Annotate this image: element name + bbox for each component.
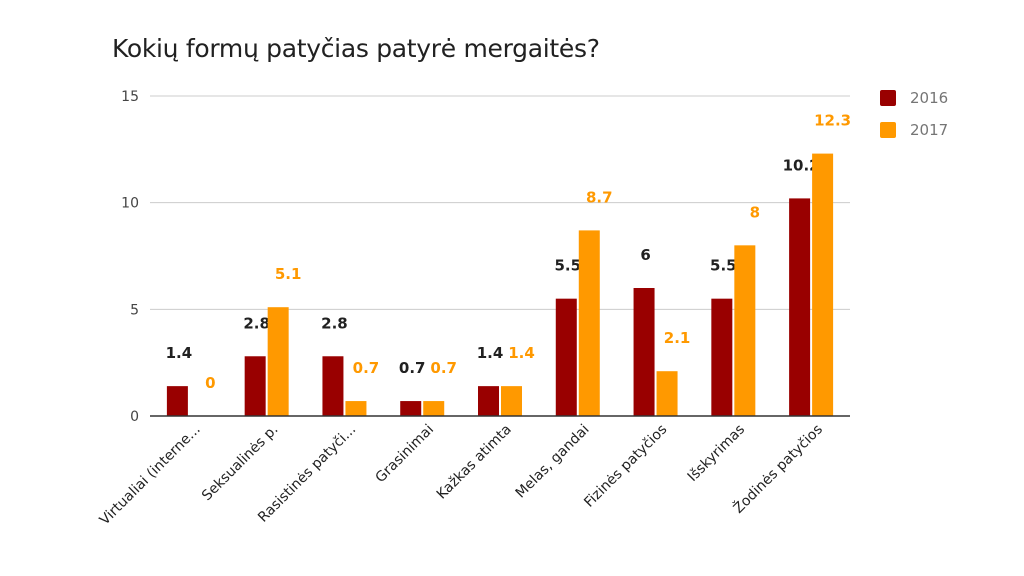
bar-2016 (478, 386, 499, 416)
bar-2017 (423, 401, 445, 416)
data-label-2017: 0 (205, 374, 215, 392)
data-label-2017: 2.1 (664, 329, 691, 347)
data-label-2017: 1.4 (508, 344, 535, 362)
x-tick-label: Išskyrimas (685, 422, 748, 485)
data-label-2016: 1.4 (477, 344, 504, 362)
bar-2016 (400, 401, 422, 416)
data-label-2017: 0.7 (430, 359, 457, 377)
bar-2016 (633, 288, 655, 416)
bar-2017 (578, 230, 600, 416)
data-label-2016: 6 (640, 246, 650, 264)
data-label-2016: 1.4 (166, 344, 193, 362)
data-label-2017: 12.3 (814, 112, 851, 130)
y-tick-label: 10 (121, 196, 139, 212)
bar-2017 (734, 245, 756, 416)
x-tick-label: Kažkas atimta (434, 422, 515, 503)
data-label-2016: 10.2 (783, 156, 820, 174)
data-label-2016: 5.5 (710, 257, 737, 275)
bar-2017 (812, 153, 834, 416)
data-label-2017: 5.1 (275, 265, 302, 283)
bar-2016 (789, 198, 811, 416)
legend-item-2016: 2016 (880, 86, 948, 110)
data-label-2016: 5.5 (554, 257, 581, 275)
bar-2016 (322, 356, 344, 416)
legend-swatch (880, 122, 896, 138)
legend-label: 2017 (910, 121, 949, 139)
legend-label: 2016 (910, 89, 949, 107)
data-label-2017: 8 (750, 203, 760, 221)
bar-2016 (166, 386, 188, 416)
chart-legend: 2016 2017 (880, 86, 948, 150)
x-tick-label: Seksualinės p. (199, 422, 282, 505)
data-label-2016: 0.7 (399, 359, 426, 377)
x-tick-label: Virtualiai (interne... (97, 422, 204, 529)
data-label-2017: 0.7 (353, 359, 380, 377)
y-tick-label: 5 (130, 302, 139, 318)
bar-2017 (267, 307, 289, 416)
x-tick-label: Melas, gandai (513, 422, 593, 502)
x-tick-label: Grasinimai (373, 422, 438, 487)
y-tick-label: 15 (121, 89, 139, 105)
data-label-2016: 2.8 (243, 314, 270, 332)
bar-2017 (501, 386, 522, 416)
data-label-2016: 2.8 (321, 314, 348, 332)
bar-2017 (656, 371, 678, 416)
bar-2016 (555, 298, 577, 416)
legend-item-2017: 2017 (880, 118, 948, 142)
bar-2017 (345, 401, 367, 416)
bar-2016 (244, 356, 266, 416)
y-tick-label: 0 (130, 409, 139, 425)
data-label-2017: 8.7 (586, 188, 613, 206)
bar-2016 (711, 298, 733, 416)
x-tick-label: Fizinės patyčios (581, 422, 670, 511)
legend-swatch (880, 90, 896, 106)
chart-title: Kokių formų patyčias patyrė mergaitės? (112, 34, 600, 63)
